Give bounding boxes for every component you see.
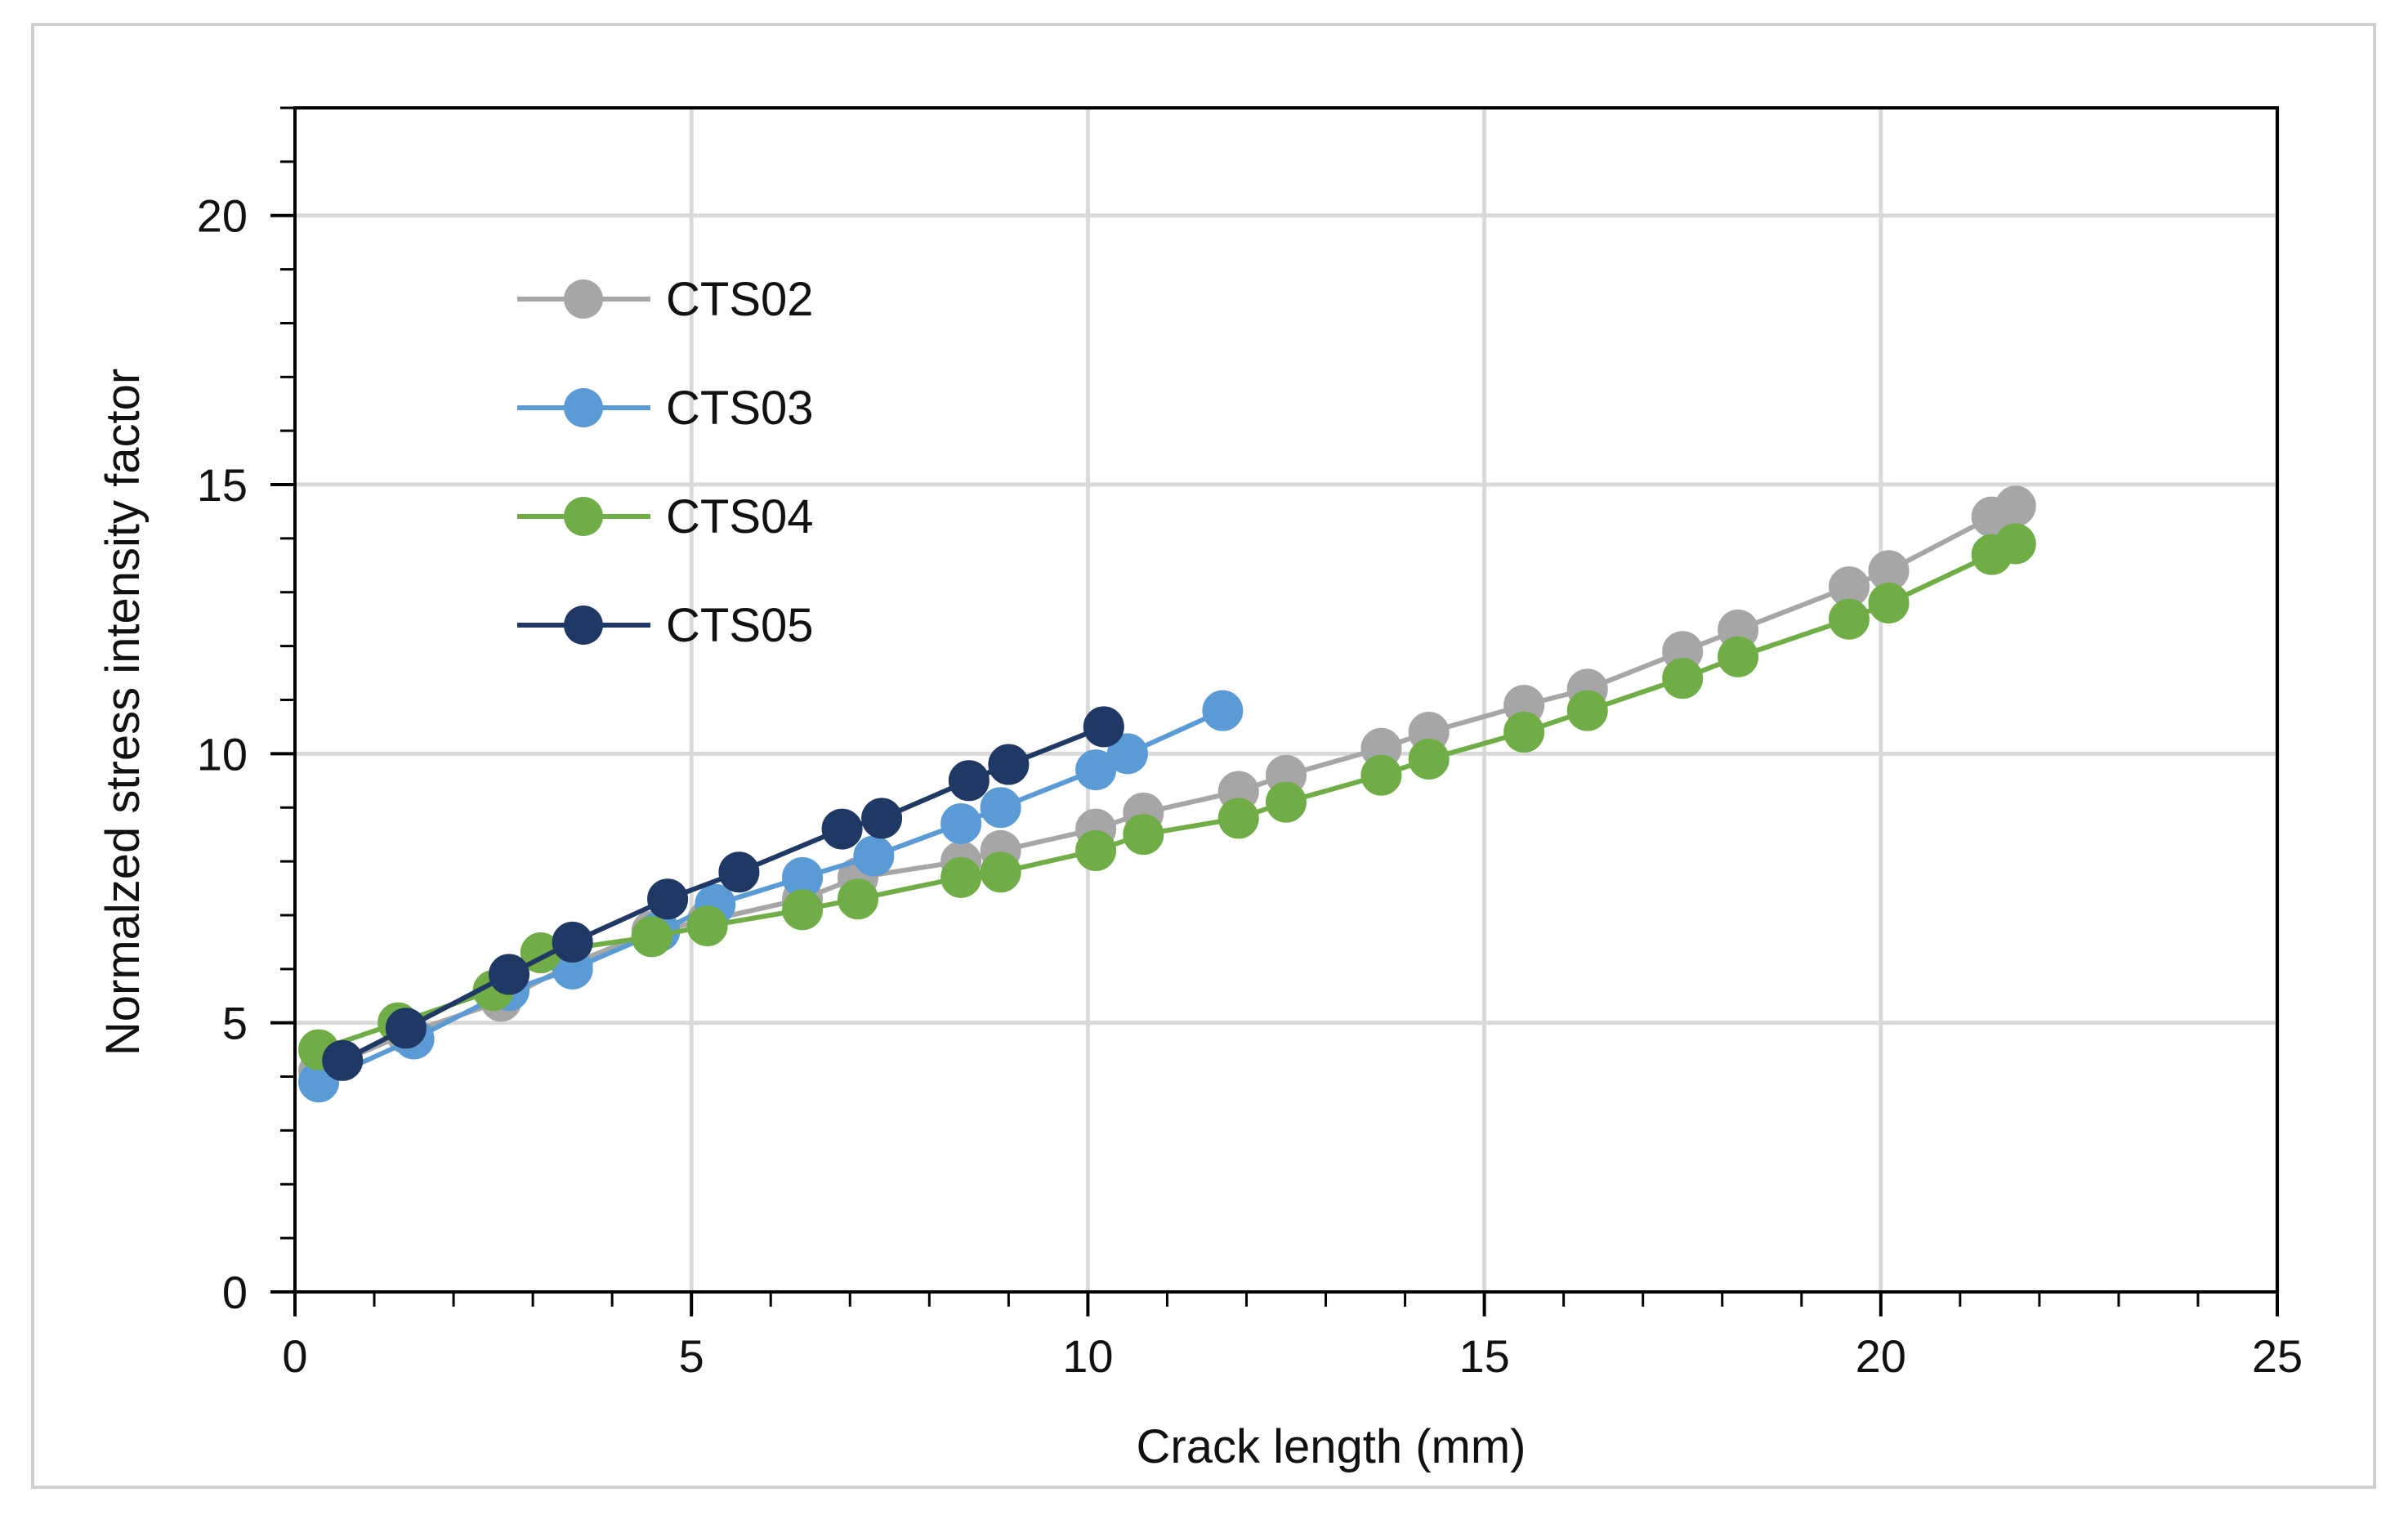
legend-label: CTS03	[666, 382, 814, 435]
data-point	[1995, 485, 2036, 527]
data-point	[853, 835, 895, 877]
legend-marker	[564, 388, 603, 427]
data-point	[1408, 738, 1450, 780]
data-point	[980, 851, 1021, 893]
legend-label: CTS04	[666, 490, 814, 543]
series-cts02	[298, 485, 2036, 1092]
data-point	[1266, 781, 1307, 823]
data-point	[1123, 814, 1164, 856]
data-point	[489, 954, 530, 995]
data-point	[980, 787, 1021, 829]
x-tick-label: 0	[282, 1330, 307, 1382]
legend: CTS02 CTS03 CTS04 CTS05	[517, 273, 814, 652]
data-point	[1075, 829, 1117, 871]
data-point	[1360, 754, 1402, 796]
data-point	[1662, 658, 1704, 699]
x-axis-title: Crack length (mm)	[1137, 1420, 1526, 1473]
y-tick-label: 5	[222, 998, 248, 1049]
data-point	[552, 921, 593, 963]
legend-label: CTS05	[666, 599, 814, 652]
axes: 0 5 10 15 20 25 0 5 10 15 20 Crack length (mm) Norma…	[96, 106, 2303, 1473]
data-point	[631, 916, 672, 958]
data-point	[1202, 690, 1244, 731]
data-point	[718, 851, 760, 893]
data-point	[1083, 706, 1124, 748]
x-tick-label: 10	[1062, 1330, 1113, 1382]
data-point	[940, 856, 982, 898]
data-point	[322, 1039, 364, 1081]
data-point	[647, 878, 689, 920]
data-point	[861, 798, 903, 839]
legend-marker	[564, 279, 603, 319]
x-tick-label: 15	[1459, 1330, 1509, 1382]
data-point	[1217, 798, 1259, 839]
legend-label: CTS02	[666, 273, 814, 326]
chart-frame	[31, 23, 2376, 1489]
data-point	[837, 878, 878, 920]
data-point	[686, 905, 728, 947]
data-point	[821, 808, 863, 850]
series-cts04	[298, 523, 2036, 1070]
series-cts05	[322, 706, 1124, 1081]
y-tick-label: 20	[197, 190, 248, 242]
legend-item-cts05: CTS05	[517, 599, 814, 652]
legend-item-cts02: CTS02	[517, 273, 814, 326]
series-group	[298, 485, 2036, 1103]
data-point	[1828, 598, 1870, 640]
y-tick-label: 15	[197, 459, 248, 511]
x-tick-label: 20	[1856, 1330, 1906, 1382]
data-point	[1566, 690, 1608, 731]
data-point	[1718, 636, 1759, 677]
x-tick-label: 25	[2252, 1330, 2303, 1382]
y-axis-title: Normalzed stress intensity factor	[96, 369, 150, 1056]
gridlines	[295, 108, 2280, 1292]
legend-item-cts04: CTS04	[517, 490, 814, 543]
legend-marker	[564, 606, 603, 645]
data-point	[1106, 733, 1148, 775]
data-point	[782, 889, 824, 931]
data-point	[948, 760, 990, 802]
y-tick-label: 10	[197, 728, 248, 780]
data-point	[988, 744, 1030, 785]
data-point	[940, 802, 982, 844]
legend-marker	[564, 497, 603, 536]
data-point	[385, 1008, 427, 1049]
y-tick-label: 0	[222, 1267, 248, 1318]
legend-item-cts03: CTS03	[517, 382, 814, 435]
data-point	[1868, 582, 1910, 623]
data-point	[1503, 712, 1545, 753]
data-point	[1995, 523, 2036, 565]
x-tick-label: 5	[679, 1330, 704, 1382]
